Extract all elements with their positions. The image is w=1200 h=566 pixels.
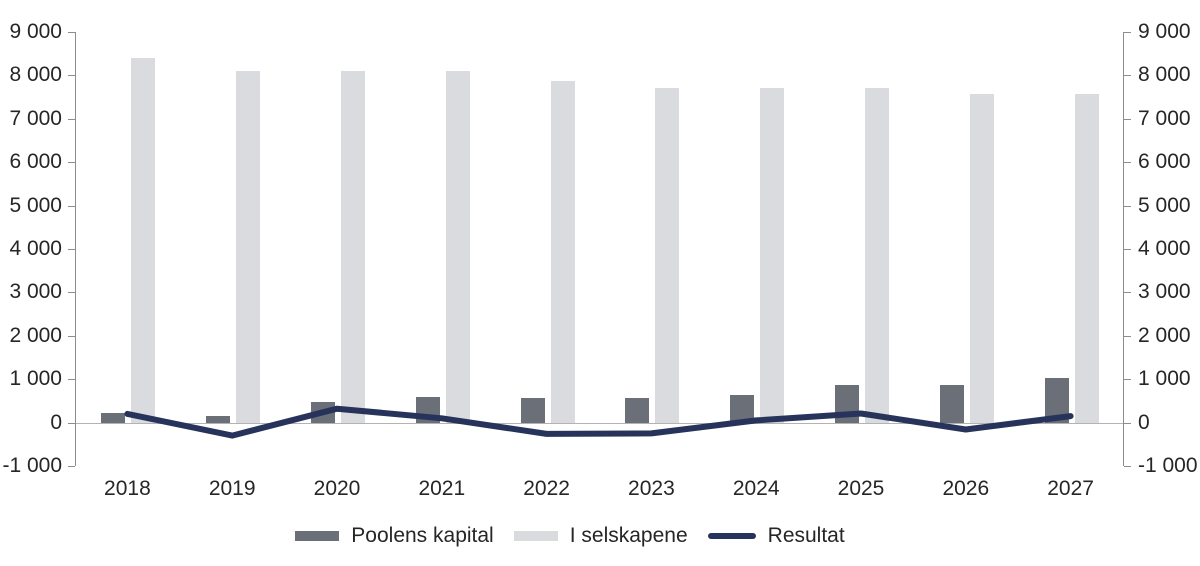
y-tick-left-0 — [68, 422, 75, 424]
y-tick-label-left-9000: 9 000 — [9, 20, 62, 43]
bar-poolens-kapital-2027 — [1044, 377, 1069, 423]
y-tick-left-6000 — [68, 162, 75, 164]
y-tick-right-5000 — [1124, 205, 1131, 207]
legend-label-resultat: Resultat — [767, 524, 845, 547]
legend-item-resultat: Resultat — [707, 524, 845, 548]
bar-i-selskapene-2027 — [1074, 93, 1099, 423]
y-tick-right-7000 — [1124, 118, 1131, 120]
y-tick-label-right-6000: 6 000 — [1138, 150, 1191, 174]
y-tick-label-right--1000: -1 000 — [1138, 454, 1198, 477]
x-tick-label-2020: 2020 — [313, 477, 361, 500]
legend-line-swatch — [707, 533, 756, 539]
y-tick-label-right-7000: 7 000 — [1138, 106, 1191, 130]
y-tick-label-left-6000: 6 000 — [9, 150, 62, 174]
y-tick-left-1000 — [68, 379, 75, 381]
y-tick-right-6000 — [1124, 162, 1131, 164]
y-tick-label-right-4000: 4 000 — [1138, 237, 1191, 260]
y-tick-left-3000 — [68, 292, 75, 294]
y-tick-label-right-8000: 8 000 — [1138, 63, 1191, 87]
bar-i-selskapene-2020 — [341, 71, 365, 423]
bar-poolens-kapital-2018 — [101, 412, 126, 423]
y-tick-label-left-1000: 1 000 — [9, 367, 62, 391]
y-tick-label-right-5000: 5 000 — [1138, 193, 1191, 217]
y-tick-label-right-2000: 2 000 — [1138, 323, 1191, 347]
y-tick-label-left-5000: 5 000 — [9, 193, 62, 217]
y-tick-right-2000 — [1124, 335, 1131, 337]
y-tick-right-8000 — [1124, 75, 1131, 77]
y-tick-left-8000 — [68, 75, 75, 77]
bar-i-selskapene-2025 — [865, 88, 889, 423]
x-tick-label-2022: 2022 — [523, 477, 570, 500]
y-tick-label-left--1000: -1 000 — [2, 454, 62, 477]
bar-i-selskapene-2019 — [236, 71, 261, 423]
bar-poolens-kapital-2023 — [625, 397, 650, 423]
legend-label-poolens-kapital: Poolens kapital — [351, 524, 494, 547]
legend: Poolens kapital I selskapene Resultat — [0, 524, 1140, 548]
y-tick-label-left-8000: 8 000 — [9, 63, 62, 87]
bar-i-selskapene-2018 — [131, 58, 156, 423]
y-tick-right-3000 — [1124, 292, 1131, 294]
x-tick-label-2024: 2024 — [732, 477, 780, 500]
y-tick-right-0 — [1124, 422, 1131, 424]
bar-poolens-kapital-2022 — [520, 397, 545, 423]
y-tick-label-right-9000: 9 000 — [1138, 20, 1191, 43]
y-tick-label-left-4000: 4 000 — [9, 237, 62, 260]
legend-bar-swatch-light — [513, 531, 558, 541]
bar-poolens-kapital-2026 — [939, 384, 964, 423]
x-tick-label-2023: 2023 — [628, 477, 675, 500]
legend-bar-swatch-dark — [295, 531, 340, 541]
y-tick-left-9000 — [68, 32, 75, 33]
bar-poolens-kapital-2020 — [311, 401, 335, 423]
y-tick-right-1000 — [1124, 379, 1131, 381]
x-tick-label-2027: 2027 — [1047, 477, 1094, 500]
bar-i-selskapene-2024 — [760, 88, 785, 423]
x-tick-label-2018: 2018 — [104, 477, 151, 500]
bar-i-selskapene-2021 — [445, 71, 470, 423]
y-tick-left-4000 — [68, 249, 75, 250]
bar-poolens-kapital-2021 — [415, 397, 440, 423]
y-tick-label-left-0: 0 — [50, 410, 62, 434]
y-tick-left-7000 — [68, 118, 75, 120]
y-axis-line-right — [1123, 32, 1124, 466]
y-tick-label-right-3000: 3 000 — [1138, 280, 1191, 304]
y-tick-left-5000 — [68, 205, 75, 207]
bar-i-selskapene-2023 — [655, 88, 680, 423]
y-tick-label-right-0: 0 — [1138, 410, 1150, 434]
legend-label-i-selskapene: I selskapene — [569, 524, 688, 547]
bar-poolens-kapital-2019 — [206, 416, 231, 423]
bar-poolens-kapital-2024 — [730, 394, 755, 423]
y-axis-line-left — [75, 32, 76, 466]
y-tick-right-4000 — [1124, 249, 1131, 250]
x-tick-label-2019: 2019 — [208, 477, 256, 500]
y-tick-left-2000 — [68, 335, 75, 337]
y-tick-right--1000 — [1124, 466, 1131, 467]
zero-gridline — [75, 422, 1123, 424]
legend-item-poolens-kapital: Poolens kapital — [295, 524, 494, 548]
y-tick-label-left-2000: 2 000 — [9, 323, 62, 347]
bar-i-selskapene-2026 — [969, 93, 994, 423]
y-tick-left--1000 — [68, 466, 75, 467]
bar-i-selskapene-2022 — [550, 80, 575, 423]
x-tick-label-2021: 2021 — [418, 477, 466, 500]
x-tick-label-2025: 2025 — [837, 477, 885, 500]
y-tick-label-left-7000: 7 000 — [9, 106, 62, 130]
y-tick-label-left-3000: 3 000 — [9, 280, 62, 304]
y-tick-label-right-1000: 1 000 — [1138, 367, 1191, 391]
y-tick-right-9000 — [1124, 32, 1131, 33]
x-tick-label-2026: 2026 — [942, 477, 990, 500]
legend-item-i-selskapene: I selskapene — [513, 524, 688, 548]
bar-poolens-kapital-2025 — [835, 384, 859, 423]
